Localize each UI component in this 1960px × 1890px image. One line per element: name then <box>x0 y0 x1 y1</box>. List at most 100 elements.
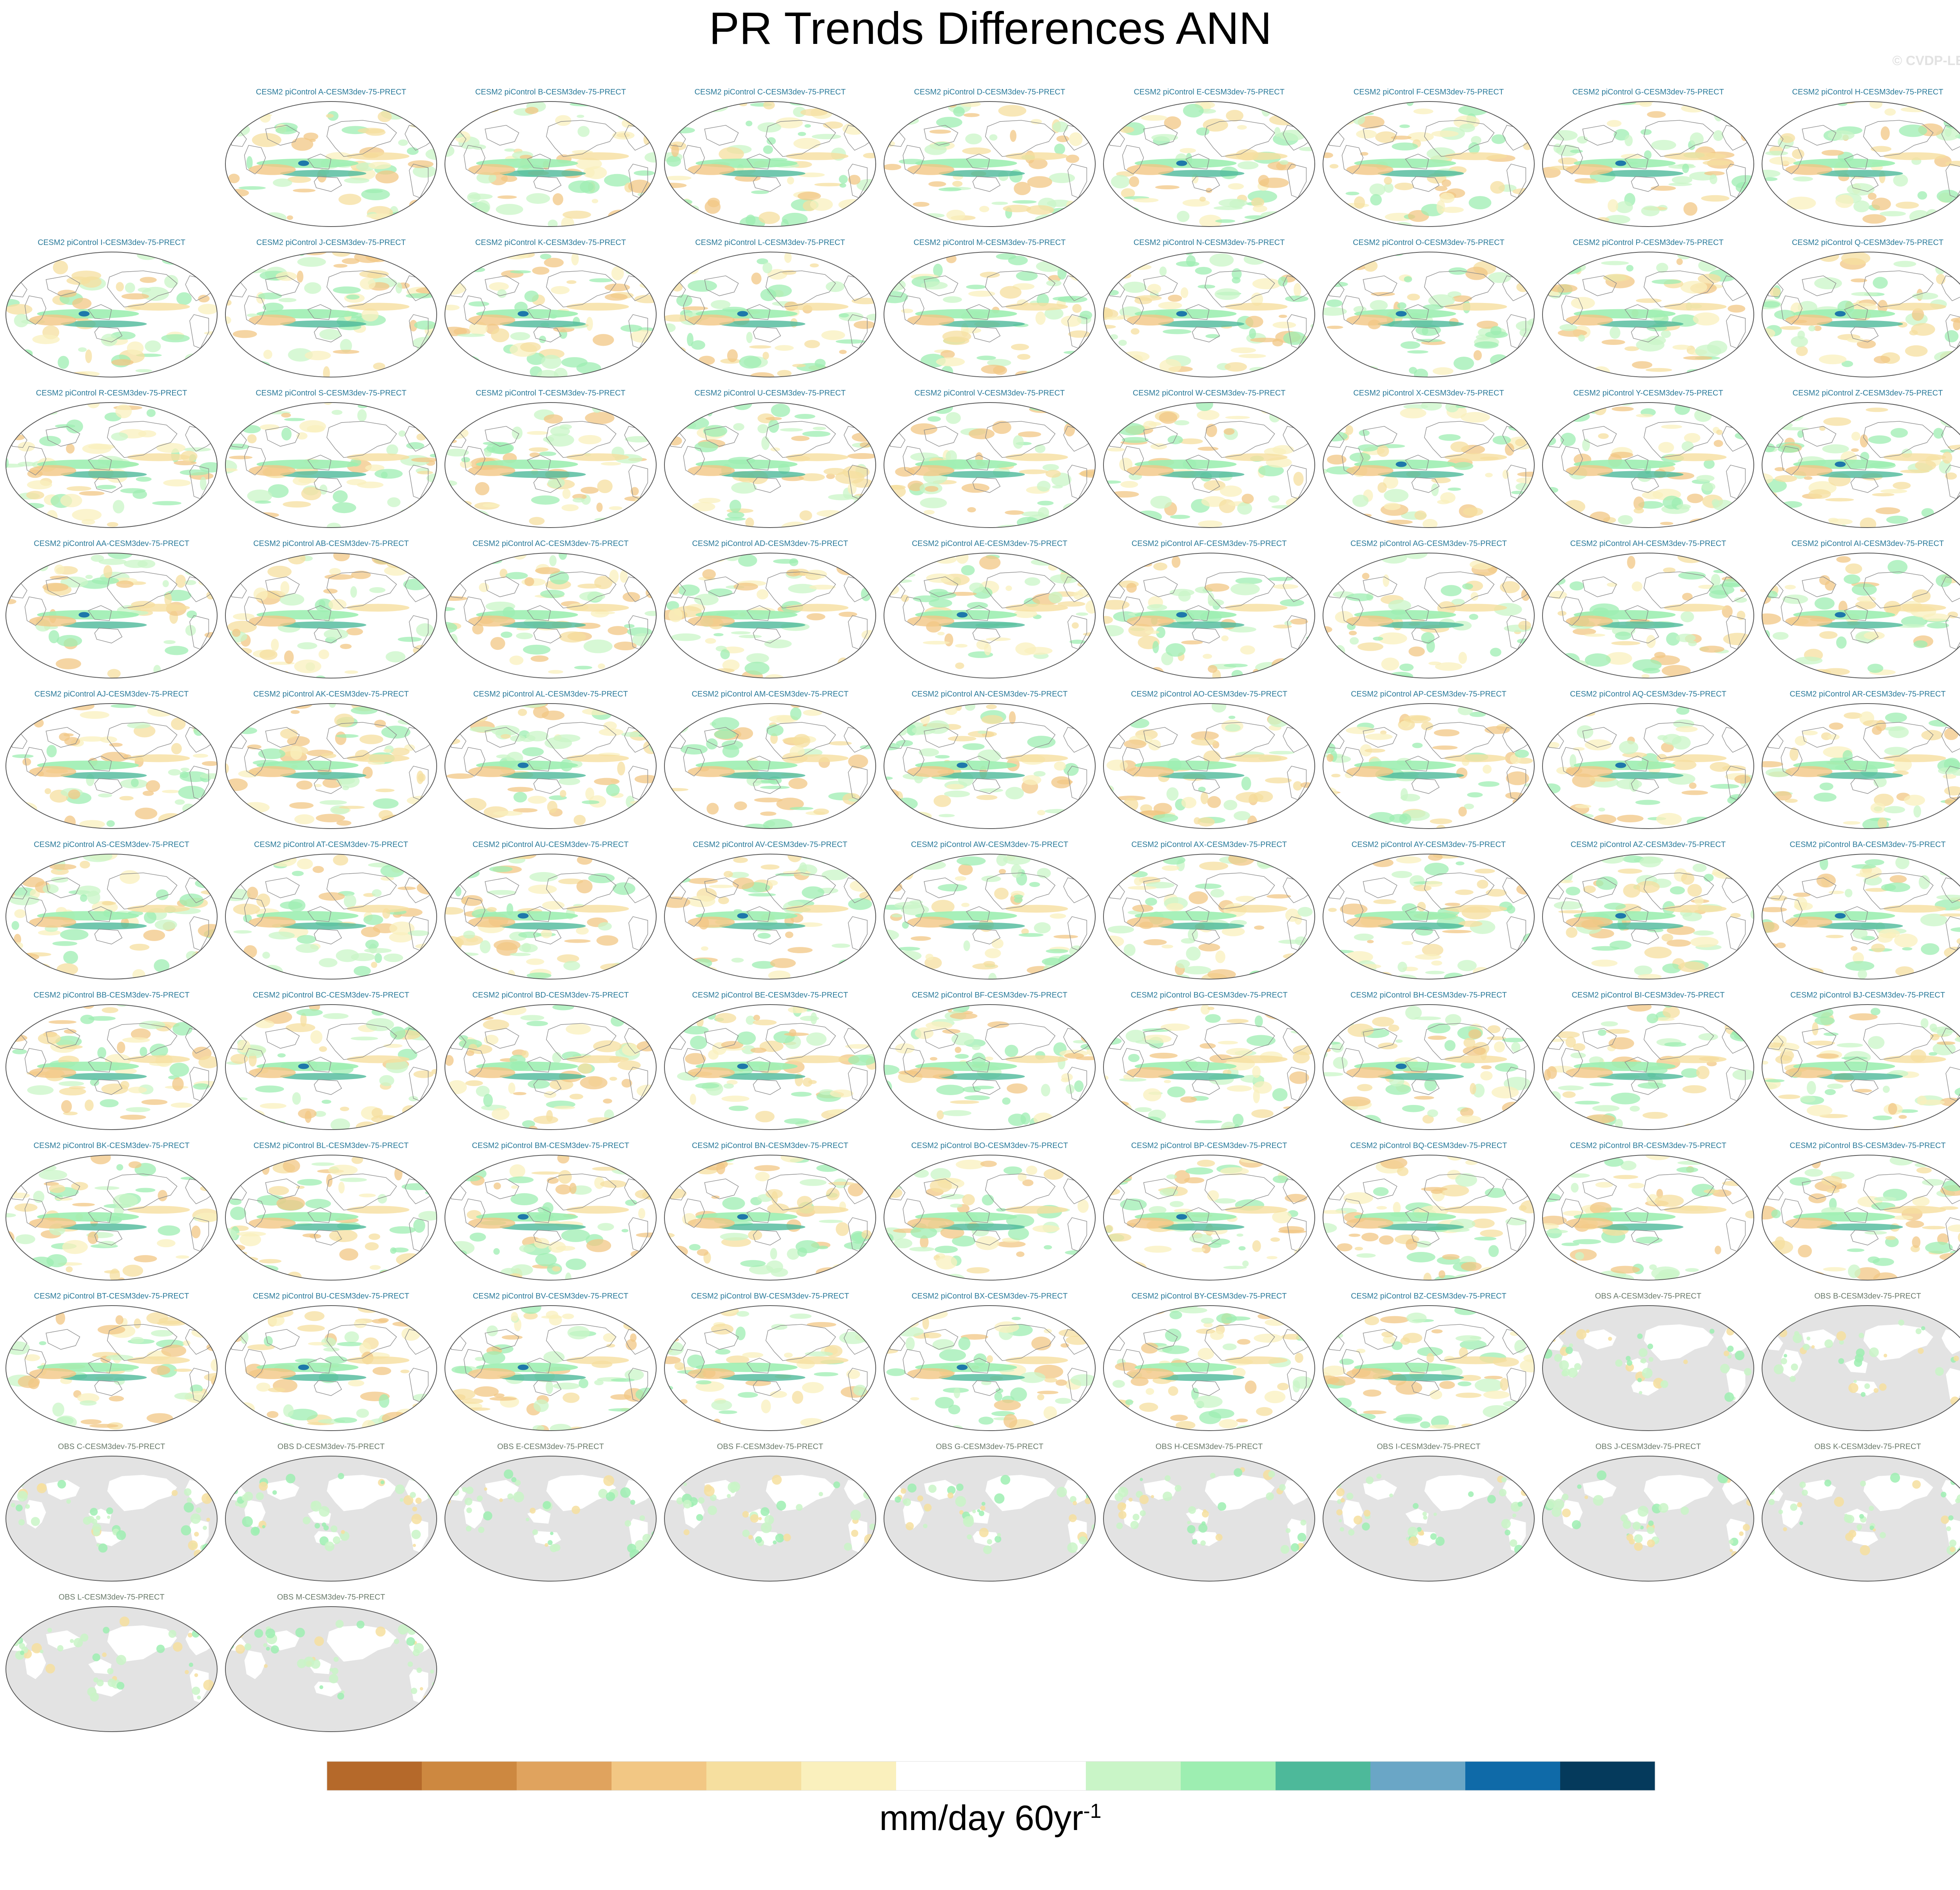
colorbar-units-superscript: -1 <box>1083 1800 1102 1823</box>
colorbar-tick-label: -0.5 <box>772 1798 830 1803</box>
global-map <box>1103 402 1315 528</box>
global-map <box>1762 252 1960 377</box>
panel-title: CESM2 piControl F-CESM3dev-75-PRECT <box>1353 88 1504 96</box>
map-panel: CESM2 piControl AH-CESM3dev-75-PRECT <box>1541 539 1755 682</box>
global-map <box>225 854 437 979</box>
map-panel: CESM2 piControl O-CESM3dev-75-PRECT <box>1322 238 1535 381</box>
panel-title: OBS K-CESM3dev-75-PRECT <box>1814 1442 1921 1451</box>
panel-title: CESM2 piControl AJ-CESM3dev-75-PRECT <box>34 690 189 698</box>
panel-title: OBS G-CESM3dev-75-PRECT <box>936 1442 1044 1451</box>
global-map <box>225 703 437 829</box>
panel-title: CESM2 piControl BH-CESM3dev-75-PRECT <box>1350 991 1507 999</box>
global-map <box>225 402 437 528</box>
global-map <box>1323 854 1535 979</box>
panel-title: CESM2 piControl P-CESM3dev-75-PRECT <box>1573 238 1724 247</box>
global-map <box>1762 101 1960 227</box>
panel-title: OBS E-CESM3dev-75-PRECT <box>497 1442 604 1451</box>
map-panel: CESM2 piControl AI-CESM3dev-75-PRECT <box>1761 539 1960 682</box>
global-map <box>1542 1456 1754 1582</box>
global-map <box>884 1155 1096 1281</box>
global-map <box>225 553 437 678</box>
panel-title: CESM2 piControl AZ-CESM3dev-75-PRECT <box>1570 840 1726 849</box>
panel-title: CESM2 piControl V-CESM3dev-75-PRECT <box>914 389 1065 397</box>
map-panel: OBS F-CESM3dev-75-PRECT <box>663 1442 877 1585</box>
global-map <box>445 1305 657 1431</box>
global-map <box>5 402 218 528</box>
map-panel: CESM2 piControl C-CESM3dev-75-PRECT <box>663 87 877 230</box>
map-panel: CESM2 piControl BT-CESM3dev-75-PRECT <box>5 1291 218 1434</box>
global-map <box>445 1456 657 1582</box>
panel-title: CESM2 piControl N-CESM3dev-75-PRECT <box>1133 238 1285 247</box>
panel-title: CESM2 piControl BW-CESM3dev-75-PRECT <box>691 1292 849 1301</box>
colorbar-swatch <box>1181 1761 1276 1790</box>
map-panel: CESM2 piControl B-CESM3dev-75-PRECT <box>444 87 657 230</box>
map-panel: CESM2 piControl P-CESM3dev-75-PRECT <box>1541 238 1755 381</box>
global-map <box>1323 252 1535 377</box>
global-map <box>225 1456 437 1582</box>
global-map <box>884 1456 1096 1582</box>
colorbar-tick-label: -2 <box>597 1798 626 1803</box>
global-map <box>884 553 1096 678</box>
global-map <box>1542 553 1754 678</box>
map-panel: CESM2 piControl L-CESM3dev-75-PRECT <box>663 238 877 381</box>
panel-title: CESM2 piControl BF-CESM3dev-75-PRECT <box>912 991 1067 999</box>
global-map <box>664 101 876 227</box>
global-map <box>5 854 218 979</box>
panel-title: CESM2 piControl AP-CESM3dev-75-PRECT <box>1351 690 1506 698</box>
colorbar-swatch <box>1560 1761 1655 1790</box>
global-map <box>5 1305 218 1431</box>
panel-title: CESM2 piControl BY-CESM3dev-75-PRECT <box>1131 1292 1287 1301</box>
global-map <box>884 402 1096 528</box>
map-panel: CESM2 piControl BH-CESM3dev-75-PRECT <box>1322 990 1535 1133</box>
panel-title: CESM2 piControl AU-CESM3dev-75-PRECT <box>472 840 629 849</box>
colorbar-swatch <box>1086 1761 1181 1790</box>
map-panel: CESM2 piControl AV-CESM3dev-75-PRECT <box>663 840 877 983</box>
panel-title: CESM2 piControl BT-CESM3dev-75-PRECT <box>34 1292 189 1301</box>
map-panel: CESM2 piControl D-CESM3dev-75-PRECT <box>883 87 1096 230</box>
panel-title: OBS I-CESM3dev-75-PRECT <box>1377 1442 1481 1451</box>
global-map <box>1323 553 1535 678</box>
map-panel: CESM2 piControl AG-CESM3dev-75-PRECT <box>1322 539 1535 682</box>
global-map <box>1762 1155 1960 1281</box>
colorbar-tick-label: 2 <box>1361 1798 1380 1803</box>
map-panel: CESM2 piControl Q-CESM3dev-75-PRECT <box>1761 238 1960 381</box>
map-panel: CESM2 piControl T-CESM3dev-75-PRECT <box>444 388 657 531</box>
map-panel: CESM2 piControl AA-CESM3dev-75-PRECT <box>5 539 218 682</box>
global-map <box>445 1004 657 1130</box>
map-panel: CESM2 piControl BN-CESM3dev-75-PRECT <box>663 1141 877 1284</box>
colorbar-swatch <box>517 1761 612 1790</box>
colorbar-tick-label: 1 <box>1266 1798 1285 1803</box>
map-panel: CESM2 piControl AQ-CESM3dev-75-PRECT <box>1541 689 1755 832</box>
map-panel: CESM2 piControl AL-CESM3dev-75-PRECT <box>444 689 657 832</box>
panel-title: CESM2 piControl BG-CESM3dev-75-PRECT <box>1131 991 1288 999</box>
panel-title: CESM2 piControl X-CESM3dev-75-PRECT <box>1353 389 1504 397</box>
panel-title: CESM2 piControl BB-CESM3dev-75-PRECT <box>33 991 190 999</box>
panel-title: CESM2 piControl AE-CESM3dev-75-PRECT <box>912 539 1067 548</box>
map-panel: CESM2 piControl AT-CESM3dev-75-PRECT <box>224 840 438 983</box>
map-panel: CESM2 piControl V-CESM3dev-75-PRECT <box>883 388 1096 531</box>
panel-title: CESM2 piControl AR-CESM3dev-75-PRECT <box>1789 690 1946 698</box>
global-map <box>1762 553 1960 678</box>
global-map <box>225 1155 437 1281</box>
panel-title: CESM2 piControl A-CESM3dev-75-PRECT <box>256 88 407 96</box>
panel-title: CESM2 piControl Y-CESM3dev-75-PRECT <box>1573 389 1723 397</box>
global-map <box>1323 703 1535 829</box>
panel-title: CESM2 piControl BD-CESM3dev-75-PRECT <box>472 991 629 999</box>
map-panel: CESM2 piControl BW-CESM3dev-75-PRECT <box>663 1291 877 1434</box>
global-map <box>445 703 657 829</box>
colorbar-swatch <box>801 1761 896 1790</box>
map-panel: CESM2 piControl BD-CESM3dev-75-PRECT <box>444 990 657 1133</box>
map-panel: CESM2 piControl AK-CESM3dev-75-PRECT <box>224 689 438 832</box>
map-panel: CESM2 piControl N-CESM3dev-75-PRECT <box>1102 238 1316 381</box>
panel-title: OBS F-CESM3dev-75-PRECT <box>717 1442 824 1451</box>
map-panel: CESM2 piControl BP-CESM3dev-75-PRECT <box>1102 1141 1316 1284</box>
map-panel: CESM2 piControl I-CESM3dev-75-PRECT <box>5 238 218 381</box>
global-map <box>1323 1456 1535 1582</box>
map-panel: CESM2 piControl AX-CESM3dev-75-PRECT <box>1102 840 1316 983</box>
panel-title: CESM2 piControl AQ-CESM3dev-75-PRECT <box>1570 690 1726 698</box>
global-map <box>664 703 876 829</box>
panel-title: CESM2 piControl L-CESM3dev-75-PRECT <box>695 238 845 247</box>
map-panel: CESM2 piControl AC-CESM3dev-75-PRECT <box>444 539 657 682</box>
panel-title: CESM2 piControl E-CESM3dev-75-PRECT <box>1134 88 1285 96</box>
map-panel: CESM2 piControl AD-CESM3dev-75-PRECT <box>663 539 877 682</box>
